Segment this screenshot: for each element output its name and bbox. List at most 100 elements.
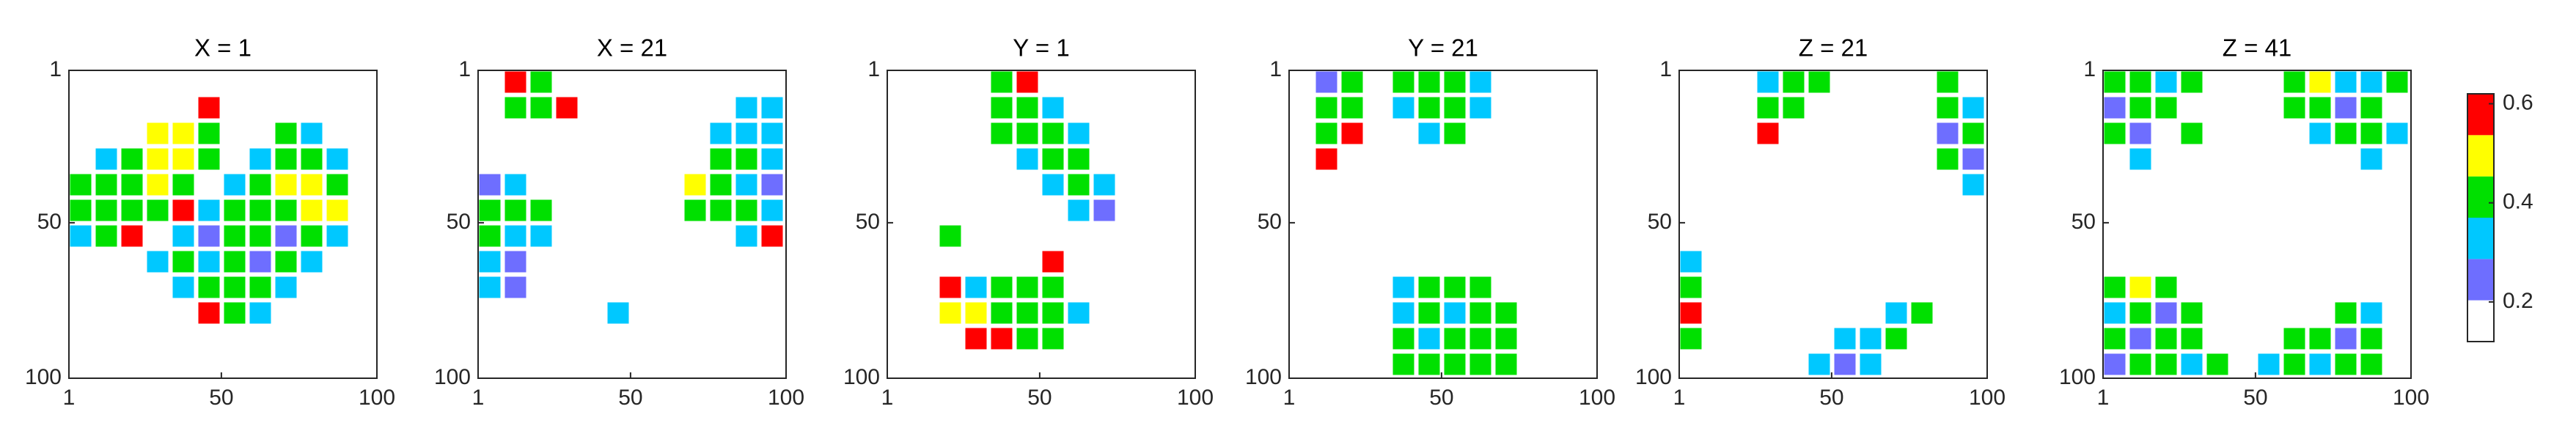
heatmap-cell — [2283, 353, 2305, 375]
heatmap-cell — [172, 251, 194, 273]
panel-title: Y = 1 — [1013, 34, 1069, 62]
colorbar-swatch — [2467, 259, 2494, 301]
heatmap-cell — [1808, 353, 1830, 375]
heatmap-cell — [1469, 328, 1491, 350]
heatmap-cell — [1042, 328, 1064, 350]
heatmap-cell — [735, 122, 757, 144]
heatmap-cell — [1469, 276, 1491, 298]
heatmap-cell — [172, 225, 194, 247]
heatmap-cell — [1680, 276, 1702, 298]
heatmap-cell — [1962, 97, 1984, 119]
heatmap-cell — [1016, 122, 1038, 144]
heatmap-cell — [1469, 353, 1491, 375]
heatmap-cell — [1783, 97, 1805, 119]
heatmap-cell — [198, 97, 220, 119]
heatmap-cell — [2309, 328, 2331, 350]
y-tick-label: 50 — [856, 210, 880, 234]
x-tick-label: 50 — [2243, 386, 2267, 410]
heatmap-cell — [684, 199, 706, 221]
heatmap-cell — [70, 174, 92, 196]
x-tick-label: 1 — [1283, 386, 1296, 410]
y-tick-label: 50 — [2072, 210, 2096, 234]
heatmap-cell — [1392, 71, 1414, 93]
heatmap-cell — [735, 199, 757, 221]
heatmap-cell — [1834, 353, 1856, 375]
heatmap-cell — [249, 174, 271, 196]
heatmap-cell — [2104, 302, 2126, 324]
heatmap-cell — [479, 199, 501, 221]
heatmap-cell — [1315, 97, 1337, 119]
heatmap-cell — [939, 302, 961, 324]
heatmap-cell — [275, 148, 297, 170]
heatmap-cell — [249, 251, 271, 273]
y-tick-label: 50 — [37, 210, 62, 234]
axes-box — [887, 70, 1196, 379]
heatmap-cell — [2155, 71, 2177, 93]
heatmap-cell — [1444, 302, 1466, 324]
heatmap-cell — [2155, 353, 2177, 375]
heatmap-cell — [735, 225, 757, 247]
heatmap-cell — [1860, 353, 1882, 375]
heatmap-cell — [2309, 71, 2331, 93]
heatmap-cell — [1495, 328, 1517, 350]
heatmap-cell — [326, 148, 348, 170]
heatmap-cell — [2335, 302, 2357, 324]
heatmap-cell — [2309, 122, 2331, 144]
heatmap-cell — [1783, 71, 1805, 93]
x-tick-label: 50 — [1027, 386, 1052, 410]
heatmap-cell — [607, 302, 629, 324]
heatmap-cell — [2181, 302, 2203, 324]
heatmap-cell — [172, 122, 194, 144]
heatmap-cell — [1392, 97, 1414, 119]
heatmap-cell — [1418, 97, 1440, 119]
heatmap-cell — [479, 276, 501, 298]
heatmap-cell — [326, 225, 348, 247]
heatmap-cell — [1444, 71, 1466, 93]
heatmap-cell — [147, 122, 169, 144]
heatmap-cell — [224, 302, 246, 324]
y-tick-label: 1 — [2083, 57, 2096, 81]
heatmap-cell — [991, 122, 1013, 144]
heatmap-cell — [1757, 97, 1779, 119]
heatmap-cell — [1834, 328, 1856, 350]
heatmap-cell — [1444, 328, 1466, 350]
heatmap-cell — [301, 251, 323, 273]
heatmap-cell — [965, 302, 987, 324]
heatmap-cell — [991, 276, 1013, 298]
heatmap-cell — [95, 148, 117, 170]
heatmap-cell — [1418, 71, 1440, 93]
heatmap-cell — [1680, 302, 1702, 324]
heatmap-cell — [1042, 122, 1064, 144]
heatmap-cell — [224, 199, 246, 221]
heatmap-cell — [249, 302, 271, 324]
heatmap-cell — [991, 97, 1013, 119]
heatmap-cell — [198, 251, 220, 273]
colorbar-swatch — [2467, 176, 2494, 218]
heatmap-cell — [121, 174, 143, 196]
axes-box — [2102, 70, 2412, 379]
x-tick-label: 50 — [618, 386, 642, 410]
heatmap-cell — [198, 225, 220, 247]
heatmap-cell — [326, 174, 348, 196]
colorbar-box — [2467, 93, 2495, 342]
heatmap-cell — [710, 148, 732, 170]
heatmap-cell — [1392, 302, 1414, 324]
heatmap-cell — [2360, 328, 2382, 350]
y-tick-label: 100 — [2059, 365, 2096, 389]
heatmap-cell — [1885, 302, 1907, 324]
heatmap-cell — [1418, 353, 1440, 375]
x-tick-label: 1 — [472, 386, 485, 410]
heatmap-cell — [121, 199, 143, 221]
heatmap-cell — [1937, 97, 1959, 119]
heatmap-cell — [479, 251, 501, 273]
colorbar-tick-label: 0.4 — [2503, 190, 2533, 214]
heatmap-cell — [2104, 122, 2126, 144]
heatmap-cell — [301, 174, 323, 196]
heatmap-cell — [1016, 97, 1038, 119]
heatmap-cell — [2181, 353, 2203, 375]
heatmap-cell — [1680, 251, 1702, 273]
y-tick-label: 100 — [434, 365, 471, 389]
heatmap-cell — [965, 328, 987, 350]
heatmap-cell — [530, 225, 552, 247]
